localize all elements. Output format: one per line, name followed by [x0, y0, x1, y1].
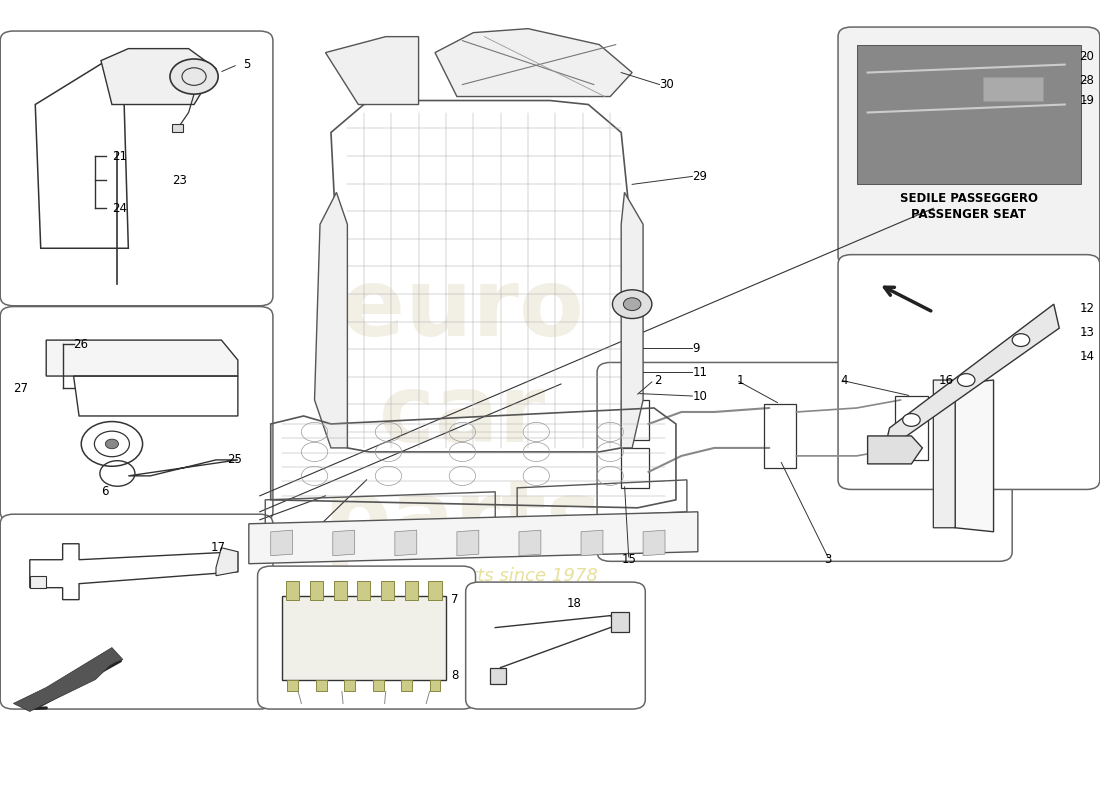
Circle shape: [1012, 334, 1030, 346]
Text: 20: 20: [1079, 50, 1094, 63]
Polygon shape: [287, 679, 298, 691]
Polygon shape: [249, 512, 697, 564]
FancyBboxPatch shape: [857, 45, 1081, 184]
Text: 3: 3: [824, 554, 832, 566]
Polygon shape: [429, 679, 440, 691]
FancyBboxPatch shape: [465, 582, 646, 709]
FancyBboxPatch shape: [0, 31, 273, 306]
Polygon shape: [955, 380, 993, 532]
Polygon shape: [316, 679, 327, 691]
Polygon shape: [344, 679, 355, 691]
Text: PASSENGER SEAT: PASSENGER SEAT: [912, 208, 1026, 222]
Polygon shape: [286, 582, 299, 600]
Polygon shape: [282, 596, 446, 679]
Polygon shape: [434, 29, 632, 97]
Text: 14: 14: [1079, 350, 1094, 362]
Circle shape: [106, 439, 119, 449]
Polygon shape: [402, 679, 412, 691]
Polygon shape: [612, 612, 629, 631]
Polygon shape: [933, 380, 971, 528]
FancyBboxPatch shape: [838, 254, 1100, 490]
Polygon shape: [326, 37, 419, 105]
Text: 1: 1: [736, 374, 744, 386]
Text: 27: 27: [13, 382, 29, 394]
Text: euro
car
parts: euro car parts: [322, 263, 602, 568]
Polygon shape: [982, 77, 1043, 101]
Polygon shape: [644, 530, 666, 556]
Polygon shape: [13, 647, 123, 711]
Text: 29: 29: [692, 170, 707, 183]
Circle shape: [624, 298, 641, 310]
Text: 26: 26: [74, 338, 89, 350]
Text: 6: 6: [101, 486, 109, 498]
FancyBboxPatch shape: [257, 566, 475, 709]
Text: 10: 10: [692, 390, 707, 402]
Text: 4: 4: [840, 374, 848, 386]
Circle shape: [613, 290, 652, 318]
FancyBboxPatch shape: [0, 514, 273, 709]
Text: 30: 30: [660, 78, 674, 91]
FancyBboxPatch shape: [597, 362, 1012, 562]
Polygon shape: [271, 530, 293, 556]
Text: 5: 5: [243, 58, 251, 71]
Polygon shape: [868, 436, 923, 464]
FancyBboxPatch shape: [838, 27, 1100, 266]
Polygon shape: [216, 548, 238, 576]
Polygon shape: [333, 582, 346, 600]
Text: 12: 12: [1079, 302, 1094, 314]
Text: a passion for parts since 1978: a passion for parts since 1978: [327, 566, 598, 585]
Polygon shape: [381, 582, 394, 600]
Text: 17: 17: [210, 542, 225, 554]
Text: 23: 23: [173, 174, 187, 187]
Polygon shape: [101, 49, 216, 105]
Text: 11: 11: [692, 366, 707, 378]
Circle shape: [170, 59, 218, 94]
Text: 25: 25: [227, 454, 242, 466]
Polygon shape: [333, 530, 354, 556]
Polygon shape: [373, 679, 384, 691]
Text: 2: 2: [654, 374, 661, 386]
Text: 13: 13: [1079, 326, 1094, 338]
Circle shape: [957, 374, 975, 386]
Text: 18: 18: [566, 597, 581, 610]
Polygon shape: [405, 582, 418, 600]
Polygon shape: [395, 530, 417, 556]
Polygon shape: [310, 582, 323, 600]
FancyBboxPatch shape: [0, 306, 273, 522]
Polygon shape: [519, 530, 541, 556]
Text: 7: 7: [451, 593, 459, 606]
Text: 15: 15: [621, 554, 636, 566]
Text: 9: 9: [692, 342, 700, 354]
Circle shape: [903, 414, 921, 426]
Text: 28: 28: [1079, 74, 1094, 87]
Text: 19: 19: [1079, 94, 1094, 107]
Polygon shape: [358, 582, 371, 600]
Polygon shape: [315, 192, 348, 448]
Text: 16: 16: [938, 374, 954, 386]
Text: 21: 21: [112, 150, 126, 163]
Polygon shape: [581, 530, 603, 556]
Text: 24: 24: [112, 202, 126, 215]
Polygon shape: [621, 192, 643, 448]
Text: 8: 8: [451, 669, 459, 682]
Polygon shape: [428, 582, 441, 600]
Polygon shape: [30, 576, 46, 588]
Polygon shape: [46, 340, 238, 376]
Polygon shape: [884, 304, 1059, 452]
Polygon shape: [173, 125, 183, 133]
Polygon shape: [456, 530, 478, 556]
Text: SEDILE PASSEGGERO: SEDILE PASSEGGERO: [900, 192, 1038, 206]
Polygon shape: [490, 667, 506, 683]
